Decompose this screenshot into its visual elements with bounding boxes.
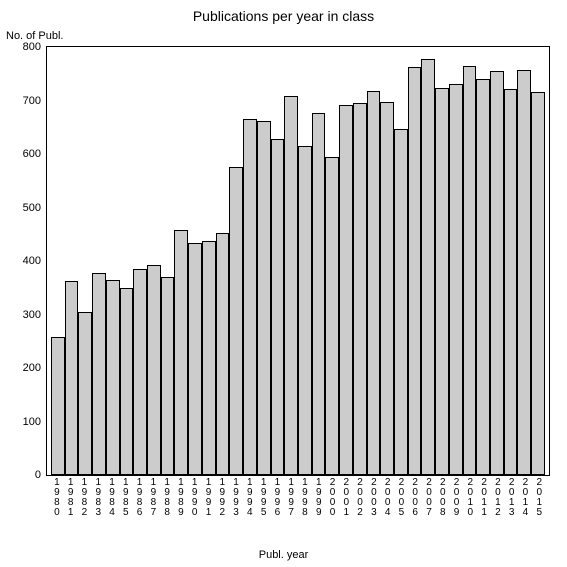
x-tick-label: 1981 (64, 478, 78, 518)
bar (216, 233, 230, 475)
bar (188, 243, 202, 475)
x-tick-label: 2003 (367, 478, 381, 518)
y-tick-label: 500 (7, 202, 41, 214)
plot-area (46, 46, 550, 476)
x-tick-label: 1998 (298, 478, 312, 518)
x-tick-label: 1988 (160, 478, 174, 518)
y-tick-label: 0 (7, 469, 41, 481)
x-tick-label: 2001 (339, 478, 353, 518)
bars (47, 47, 549, 475)
x-tick-label: 2014 (519, 478, 533, 518)
bar (65, 281, 79, 475)
x-tick-label: 1984 (105, 478, 119, 518)
x-tick-label: 2008 (436, 478, 450, 518)
x-tick-label: 1985 (119, 478, 133, 518)
bar (353, 103, 367, 475)
bar (120, 288, 134, 475)
bar (298, 146, 312, 475)
chart-title: Publications per year in class (0, 8, 567, 24)
x-tick-label: 1989 (174, 478, 188, 518)
bar (380, 102, 394, 475)
x-tick-label: 2010 (463, 478, 477, 518)
x-tick-label: 1995 (257, 478, 271, 518)
x-tick-label: 2011 (477, 478, 491, 518)
bar (174, 230, 188, 475)
x-axis: 1980198119821983198419851986198719881989… (46, 478, 550, 518)
y-tick-label: 600 (7, 148, 41, 160)
bar (106, 280, 120, 475)
bar (408, 67, 422, 475)
y-tick-label: 300 (7, 309, 41, 321)
x-tick-label: 2012 (491, 478, 505, 518)
bar (531, 92, 545, 475)
chart-container: Publications per year in class No. of Pu… (0, 0, 567, 567)
x-tick-label: 2013 (505, 478, 519, 518)
bar (257, 121, 271, 475)
bar (394, 129, 408, 475)
bar (51, 337, 65, 475)
bar (504, 89, 518, 475)
x-tick-label: 2004 (381, 478, 395, 518)
bar (243, 119, 257, 475)
bar (133, 269, 147, 475)
bar (339, 105, 353, 475)
bar (229, 167, 243, 475)
x-tick-label: 1999 (312, 478, 326, 518)
bar (147, 265, 161, 475)
x-tick-label: 2000 (326, 478, 340, 518)
bar (312, 113, 326, 475)
y-tick-label: 800 (7, 41, 41, 53)
x-tick-label: 1982 (78, 478, 92, 518)
bar (78, 312, 92, 475)
bar (490, 71, 504, 475)
x-tick-label: 1983 (91, 478, 105, 518)
bar (325, 157, 339, 475)
bar (517, 70, 531, 475)
y-tick-label: 100 (7, 416, 41, 428)
x-tick-label: 2009 (450, 478, 464, 518)
x-tick-label: 2002 (353, 478, 367, 518)
x-tick-label: 1980 (50, 478, 64, 518)
x-tick-label: 1987 (146, 478, 160, 518)
x-tick-label: 1986 (133, 478, 147, 518)
bar (421, 59, 435, 475)
x-tick-label: 1990 (188, 478, 202, 518)
x-tick-label: 2015 (532, 478, 546, 518)
x-tick-label: 1991 (202, 478, 216, 518)
y-tick-label: 200 (7, 362, 41, 374)
x-tick-label: 1994 (243, 478, 257, 518)
x-tick-label: 2005 (395, 478, 409, 518)
bar (435, 88, 449, 475)
bar (92, 273, 106, 475)
x-tick-label: 2007 (422, 478, 436, 518)
x-tick-label: 1993 (229, 478, 243, 518)
bar (284, 96, 298, 475)
bar (271, 139, 285, 476)
bar (449, 84, 463, 475)
x-tick-label: 1996 (271, 478, 285, 518)
y-tick-label: 400 (7, 255, 41, 267)
bar (367, 91, 381, 475)
y-tick-label: 700 (7, 95, 41, 107)
bar (463, 66, 477, 475)
x-tick-label: 2006 (408, 478, 422, 518)
x-tick-label: 1992 (215, 478, 229, 518)
bar (202, 241, 216, 475)
x-tick-label: 1997 (284, 478, 298, 518)
x-axis-label: Publ. year (0, 549, 567, 561)
bar (476, 79, 490, 475)
bar (161, 277, 175, 475)
